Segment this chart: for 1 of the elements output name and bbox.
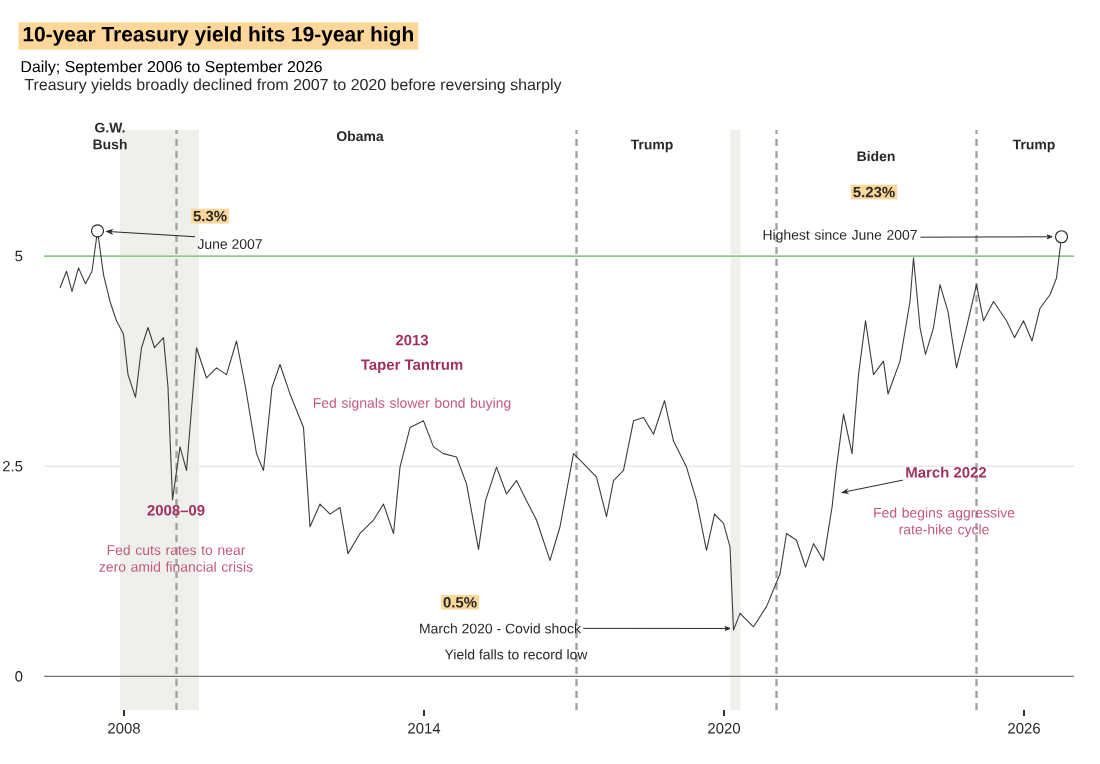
chart-title: 10-year Treasury yield hits 19-year high [23,26,413,46]
